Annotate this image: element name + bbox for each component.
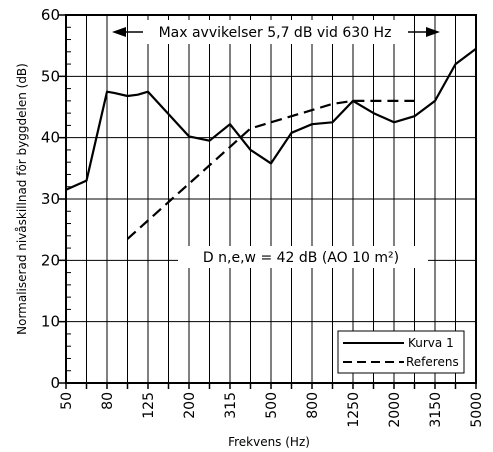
annotation-rating-bg [178, 246, 428, 268]
annotation-max-deviation: Max avvikelser 5,7 dB vid 630 Hz [112, 20, 440, 44]
y-tick-label: 10 [41, 313, 60, 331]
annotation-max-deviation-bg [140, 20, 410, 44]
x-tick-label: 500 [264, 392, 280, 419]
x-tick-label: 80 [100, 392, 116, 410]
x-tick-label: 125 [141, 392, 157, 419]
x-tick-label: 3150 [428, 392, 444, 428]
y-tick-label: 60 [41, 6, 60, 24]
y-tick-label: 40 [41, 129, 60, 147]
annotation-rating-text: D n,e,w = 42 dB (AO 10 m²) [203, 250, 399, 266]
x-tick-label: 800 [305, 392, 321, 419]
x-tick-label: 315 [223, 392, 239, 419]
x-axis-ticks: 50 80 125 200 315 500 800 1250 2000 3150 5000 [59, 392, 485, 428]
x-tick-label: 50 [59, 392, 75, 410]
y-tick-label: 50 [41, 67, 60, 85]
legend: Kurva 1 Referens [337, 330, 465, 374]
annotation-max-deviation-text: Max avvikelser 5,7 dB vid 630 Hz [159, 25, 392, 41]
y-axis-ticks: 0 10 20 30 40 50 60 [41, 6, 60, 392]
y-axis-label: Normaliserad nivåskillnad för byggdelen … [15, 63, 29, 335]
annotation-rating: D n,e,w = 42 dB (AO 10 m²) [178, 246, 428, 268]
legend-label-kurva-1: Kurva 1 [408, 336, 454, 350]
x-tick-label: 200 [182, 392, 198, 419]
annotation-arrow-right-head [426, 27, 440, 37]
x-axis-label: Frekvens (Hz) [228, 435, 310, 449]
y-tick-label: 30 [41, 190, 60, 208]
x-tick-label: 5000 [469, 392, 485, 428]
x-tick-label: 2000 [387, 392, 403, 428]
legend-label-referens: Referens [406, 355, 459, 369]
x-tick-label: 1250 [346, 392, 362, 428]
y-tick-label: 0 [50, 374, 60, 392]
legend-box [337, 330, 465, 374]
y-tick-label: 20 [41, 251, 60, 269]
series-line-kurva-1 [65, 47, 477, 191]
series-layer [65, 47, 477, 240]
annotation-arrow-left-head [112, 27, 126, 37]
